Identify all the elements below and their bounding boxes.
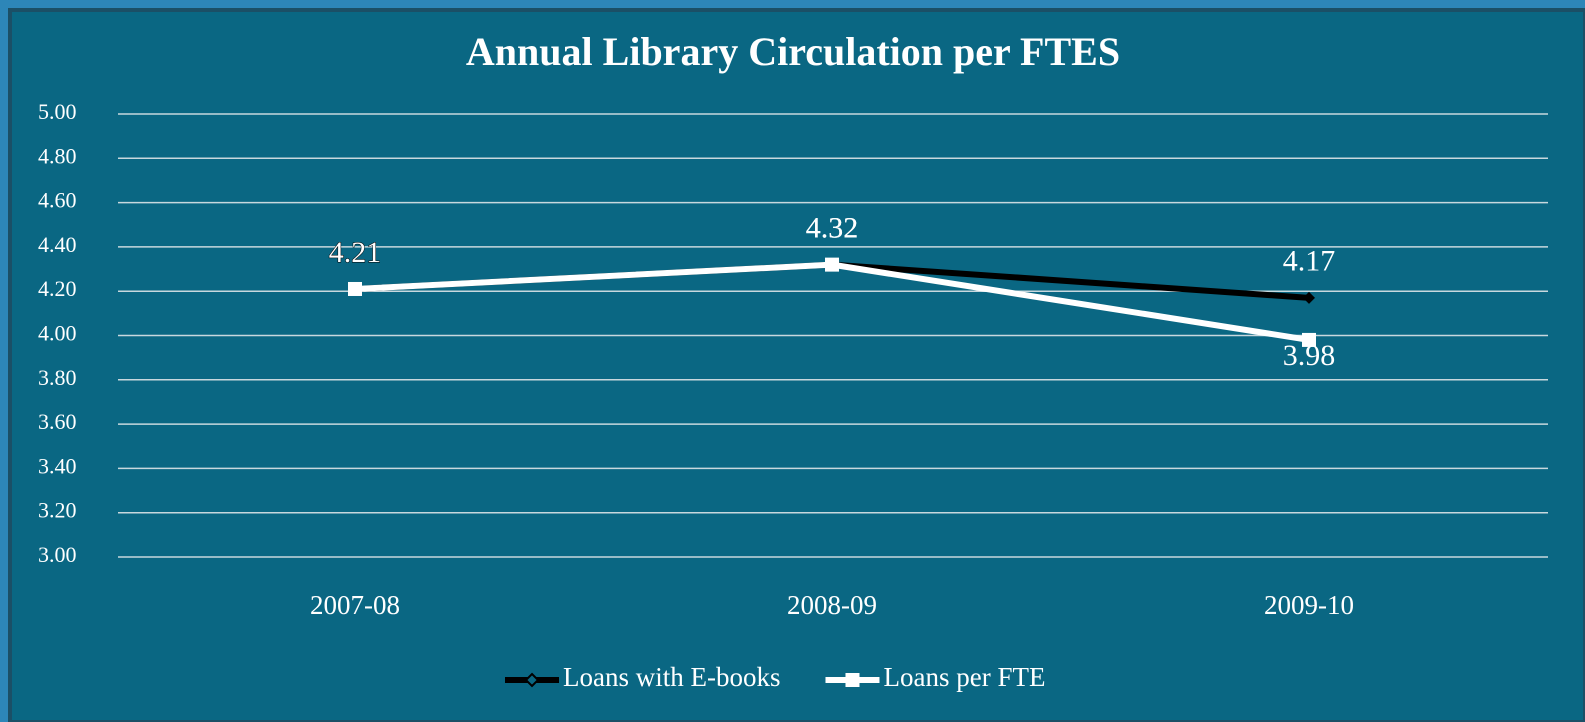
y-tick-label: 3.20 [38,498,77,523]
y-tick-label: 3.40 [38,453,77,478]
legend-marker [524,672,540,688]
y-tick-label: 4.60 [38,188,77,213]
point-marker [1302,332,1316,347]
y-tick-label: 3.60 [38,409,77,434]
legend-label: Loans per FTE [883,662,1045,692]
point-marker [825,257,839,272]
data-label: 3.98 [1283,339,1336,372]
data-label: 4.32 [806,212,859,245]
y-tick-label: 4.20 [38,276,77,301]
point-marker [348,281,362,296]
y-tick-label: 4.00 [38,321,77,346]
data-label: 4.32 [806,212,859,245]
y-tick-label: 3.00 [38,542,77,567]
y-tick-label: 3.80 [38,365,77,390]
x-tick-label: 2008-09 [787,590,877,620]
point-marker [1303,291,1315,304]
chart-area [8,8,1585,722]
x-tick-label: 2007-08 [310,590,400,620]
y-tick-label: 4.40 [38,232,77,257]
data-label: 4.17 [1283,245,1336,278]
data-label: 4.21 [329,236,382,269]
data-label: 4.21 [329,236,382,269]
y-tick-label: 5.00 [38,99,77,124]
y-tick-label: 4.80 [38,143,77,168]
chart-title: Annual Library Circulation per FTES [466,29,1120,74]
legend-marker [845,673,860,687]
x-tick-label: 2009-10 [1264,590,1354,620]
legend-label: Loans with E-books [563,662,780,692]
